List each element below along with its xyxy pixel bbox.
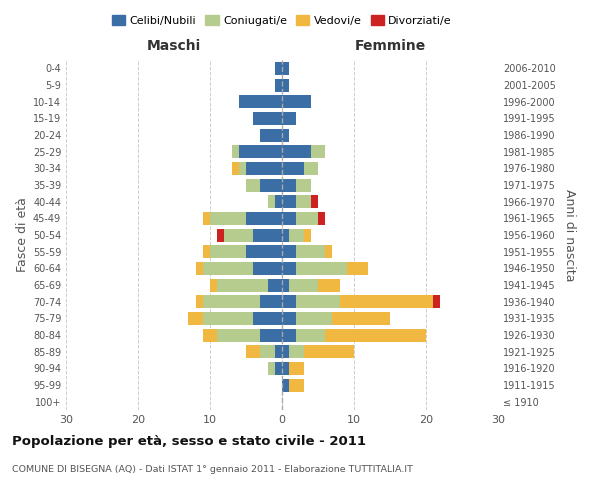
Bar (282, 328, 296, 342)
Bar (275, 195, 282, 208)
Bar (296, 328, 325, 342)
Bar (246, 162, 282, 175)
Bar (296, 195, 311, 208)
Text: Femmine: Femmine (355, 40, 425, 54)
Bar (296, 262, 347, 275)
Bar (318, 212, 325, 225)
Bar (217, 278, 268, 291)
Bar (217, 328, 260, 342)
Bar (282, 162, 304, 175)
Bar (318, 278, 340, 291)
Bar (260, 178, 282, 192)
Bar (246, 345, 260, 358)
Bar (260, 345, 275, 358)
Bar (224, 228, 253, 241)
Bar (203, 312, 253, 325)
Bar (260, 328, 282, 342)
Bar (282, 362, 289, 375)
Bar (203, 328, 217, 342)
Bar (282, 128, 289, 141)
Text: COMUNE DI BISEGNA (AQ) - Dati ISTAT 1° gennaio 2011 - Elaborazione TUTTITALIA.IT: COMUNE DI BISEGNA (AQ) - Dati ISTAT 1° g… (12, 465, 413, 474)
Bar (282, 312, 296, 325)
Bar (304, 345, 354, 358)
Bar (289, 378, 304, 392)
Bar (188, 312, 203, 325)
Bar (282, 345, 289, 358)
Bar (304, 162, 318, 175)
Bar (246, 245, 282, 258)
Bar (239, 95, 282, 108)
Bar (296, 245, 325, 258)
Bar (203, 295, 260, 308)
Bar (253, 112, 282, 125)
Bar (275, 78, 282, 92)
Bar (332, 312, 390, 325)
Bar (260, 128, 282, 141)
Bar (282, 112, 296, 125)
Bar (325, 328, 426, 342)
Legend: Celibi/Nubili, Coniugati/e, Vedovi/e, Divorziati/e: Celibi/Nubili, Coniugati/e, Vedovi/e, Di… (107, 10, 457, 30)
Bar (282, 145, 311, 158)
Y-axis label: Fasce di età: Fasce di età (16, 198, 29, 272)
Bar (325, 245, 332, 258)
Bar (246, 212, 282, 225)
Bar (282, 278, 289, 291)
Bar (282, 378, 289, 392)
Y-axis label: Anni di nascita: Anni di nascita (563, 188, 575, 281)
Bar (304, 228, 311, 241)
Bar (282, 228, 289, 241)
Bar (253, 262, 282, 275)
Bar (203, 212, 210, 225)
Bar (311, 145, 325, 158)
Bar (282, 295, 296, 308)
Bar (275, 62, 282, 75)
Bar (232, 162, 239, 175)
Bar (340, 295, 433, 308)
Bar (268, 195, 275, 208)
Bar (239, 145, 282, 158)
Bar (311, 195, 318, 208)
Bar (282, 62, 289, 75)
Bar (268, 278, 282, 291)
Bar (232, 145, 239, 158)
Bar (347, 262, 368, 275)
Bar (196, 262, 203, 275)
Bar (282, 212, 296, 225)
Bar (282, 78, 289, 92)
Bar (210, 245, 246, 258)
Bar (282, 195, 296, 208)
Bar (246, 178, 260, 192)
Bar (203, 262, 253, 275)
Text: Maschi: Maschi (147, 40, 201, 54)
Bar (296, 312, 332, 325)
Bar (210, 212, 246, 225)
Bar (289, 278, 318, 291)
Bar (217, 228, 224, 241)
Bar (253, 312, 282, 325)
Bar (282, 262, 296, 275)
Bar (282, 245, 296, 258)
Bar (275, 345, 282, 358)
Bar (296, 212, 318, 225)
Bar (282, 95, 311, 108)
Bar (282, 178, 296, 192)
Bar (289, 228, 304, 241)
Bar (289, 345, 304, 358)
Bar (239, 162, 246, 175)
Bar (260, 295, 282, 308)
Bar (289, 362, 304, 375)
Bar (433, 295, 440, 308)
Text: Popolazione per età, sesso e stato civile - 2011: Popolazione per età, sesso e stato civil… (12, 435, 366, 448)
Bar (210, 278, 217, 291)
Bar (196, 295, 203, 308)
Bar (296, 178, 311, 192)
Bar (275, 362, 282, 375)
Bar (203, 245, 210, 258)
Bar (268, 362, 275, 375)
Bar (296, 295, 340, 308)
Bar (253, 228, 282, 241)
